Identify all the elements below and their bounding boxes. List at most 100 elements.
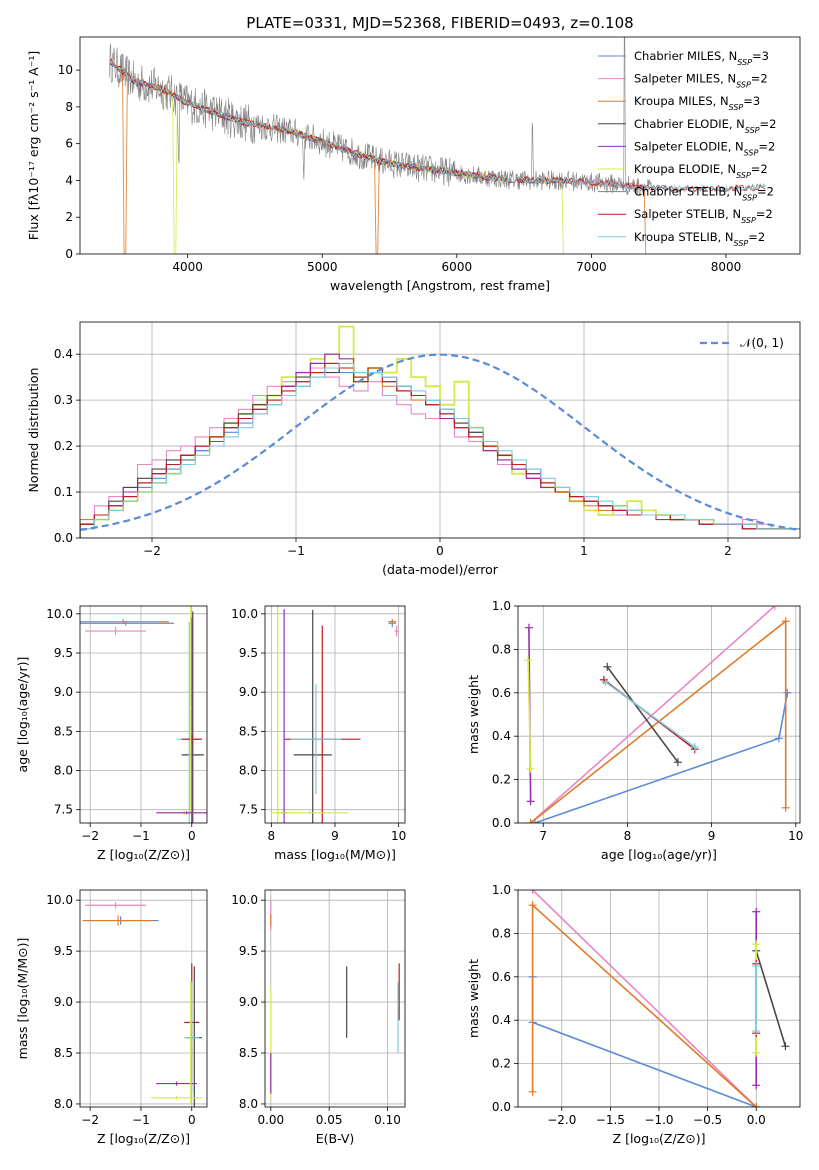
series-line [532, 890, 757, 1107]
model-spectrum-kroupa-elodie [109, 60, 564, 254]
y-tick-label: 0.8 [492, 926, 511, 940]
model-spectrum-kroupa-stelib [109, 59, 766, 193]
x-tick-label: 8 [268, 829, 276, 843]
legend-value: =3 [752, 49, 769, 63]
legend-subscript: SSP [734, 238, 749, 247]
model-spectrum-salpeter-miles [109, 59, 647, 192]
plot-area [265, 890, 405, 1107]
legend-value: =3 [743, 94, 760, 108]
point-kroupa-miles [82, 915, 154, 926]
x-tick-label: 10 [788, 829, 803, 843]
model-spectrum-chabrier-miles [109, 60, 647, 189]
legend-subscript: SSP [741, 216, 756, 225]
y-axis-label: Flux [fλ10⁻¹⁷ erg cm⁻² s⁻¹ A⁻¹] [26, 51, 41, 240]
plot-area [80, 606, 207, 823]
plot-area [518, 890, 800, 1107]
y-tick-label: 10 [58, 63, 73, 77]
y-tick-label: 10.0 [231, 607, 258, 621]
y-tick-label: 1.0 [492, 883, 511, 897]
x-tick-label: 7000 [576, 260, 607, 274]
point-kroupa-miles [80, 619, 169, 625]
y-tick-label: 10.0 [46, 893, 73, 907]
x-tick-label: 8000 [711, 260, 742, 274]
series-chabrier-elodie [752, 946, 790, 1051]
legend-subscript: SSP [736, 171, 751, 180]
point-kroupa-elodie [271, 811, 348, 815]
x-tick-label: −2 [81, 1113, 99, 1127]
legend-subscript: SSP [729, 103, 744, 112]
legend-label: Salpeter ELODIE, NSSP=2 [634, 139, 775, 157]
y-tick-label: 8.5 [54, 1046, 73, 1060]
legend-value: =2 [756, 207, 773, 221]
series-kroupa-miles [528, 901, 761, 1107]
y-axis-label: mass weight [466, 675, 481, 754]
x-tick-label: 9 [331, 829, 339, 843]
axes-frame [517, 889, 801, 1108]
panel-residuals: −2 −1 0 1 2 0.0 0.1 0.2 0.3 0.4 (data-model)/error… [26, 321, 801, 577]
y-tick-label: 9.5 [239, 944, 258, 958]
legend-subscript: SSP [744, 148, 759, 157]
panel-age_vs_mass: 8 9 10 7.5 8.0 8.5 9.0 9.5 10.0 mass [log₁₀(M/M⊙)… [231, 605, 406, 862]
x-axis-label: Z [log₁₀(Z/Z⊙)] [613, 1131, 706, 1146]
point-salpeter-miles [85, 627, 147, 635]
legend-value: =2 [748, 230, 765, 244]
y-tick-label: 0.6 [492, 970, 511, 984]
y-tick-label: 8.0 [54, 1097, 73, 1111]
point-salpeter-elodie [156, 811, 207, 815]
panel-mass_vs_ebv: 0.00 0.05 0.10 8.0 8.5 9.0 9.5 10.0 E(B-V) [231, 889, 406, 1146]
x-tick-label: −1.0 [644, 1113, 673, 1127]
y-tick-label: 1.0 [492, 599, 511, 613]
series-line [606, 666, 679, 763]
y-tick-label: 0 [65, 247, 73, 261]
legend-label: Kroupa ELODIE, NSSP=2 [634, 162, 768, 180]
point-kroupa-miles [388, 619, 397, 625]
axes-frame [79, 605, 208, 824]
point-chabrier-elodie [293, 609, 332, 823]
legend-label: 𝒩(0, 1) [740, 336, 784, 350]
x-tick-label: −2 [81, 829, 99, 843]
panel-weight_vs_age: 7 8 9 10 0.0 0.2 0.4 0.6 0.8 1.0 age [log₁₀(age/yr… [466, 599, 803, 862]
x-tick-label: 8 [624, 829, 632, 843]
x-axis-label: (data-model)/error [382, 562, 499, 577]
axes-frame [264, 605, 406, 824]
y-tick-label: 0.4 [492, 1013, 511, 1027]
y-tick-label: 0.0 [492, 816, 511, 830]
x-tick-label: 0 [188, 829, 196, 843]
x-tick-label: 0 [436, 544, 444, 558]
axes-frame [79, 889, 208, 1108]
x-axis-label: mass [log₁₀(M/M⊙)] [274, 847, 396, 862]
panel-weight_vs_Z: −2.0 −1.5 −1.0 −0.5 0.0 0.0 0.2 0.4 0.6 0.8 1.0 Z [… [466, 883, 801, 1146]
y-tick-label: 7.5 [239, 803, 258, 817]
y-tick-label: 0.2 [492, 773, 511, 787]
y-tick-label: 8.0 [54, 764, 73, 778]
legend: 𝒩(0, 1) [700, 336, 784, 350]
panel-mass_vs_Z: −2 −1 0 8.0 8.5 9.0 9.5 10.0 Z [log₁₀(Z/Z⊙)] mass… [15, 889, 208, 1146]
point-salpeter-stelib [181, 735, 202, 744]
x-axis-label: wavelength [Angstrom, rest frame] [330, 278, 550, 293]
legend-value: =2 [760, 117, 777, 131]
y-tick-label: 8 [65, 100, 73, 114]
point-kroupa-elodie [189, 606, 192, 814]
legend-subscript: SSP [736, 80, 751, 89]
point-salpeter-elodie [156, 1081, 197, 1086]
x-tick-label: 10 [391, 829, 406, 843]
x-tick-label: 6000 [442, 260, 473, 274]
y-tick-label: 8.0 [239, 764, 258, 778]
x-tick-label: −2 [143, 544, 161, 558]
x-tick-label: 0.05 [316, 1113, 343, 1127]
legend-label: Kroupa MILES, NSSP=3 [634, 94, 760, 112]
plot-area [109, 37, 766, 254]
x-tick-label: −2.0 [547, 1113, 576, 1127]
point-chabrier-elodie [181, 611, 204, 823]
x-tick-label: 9 [708, 829, 716, 843]
axes-frame [264, 889, 406, 1108]
legend-value: =2 [751, 162, 768, 176]
point-kroupa-elodie [189, 981, 192, 1104]
y-tick-label: 0.4 [54, 347, 73, 361]
series-salpeter-miles [526, 606, 779, 823]
series-kroupa-elodie [524, 656, 535, 773]
y-tick-label: 9.5 [54, 944, 73, 958]
legend-subscript: SSP [737, 58, 752, 67]
x-axis-label: Z [log₁₀(Z/Z⊙)] [97, 1131, 190, 1146]
